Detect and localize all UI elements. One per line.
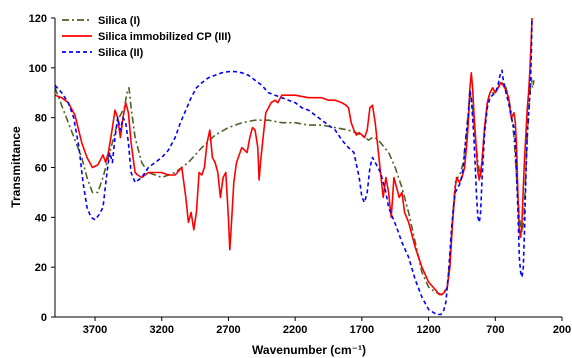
y-axis-label: Transmittance — [9, 126, 23, 208]
x-axis-label: Wavenumber (cm⁻¹) — [252, 343, 366, 357]
legend-label: Silica immobilized CP (III) — [98, 31, 231, 43]
y-tick-label: 0 — [41, 312, 47, 324]
y-tick-label: 40 — [35, 212, 47, 224]
y-tick-label: 20 — [35, 262, 47, 274]
series-line-3 — [55, 17, 533, 316]
legend-label: Silica (II) — [98, 47, 144, 59]
x-tick-label: 1700 — [350, 324, 374, 336]
x-tick-label: 1200 — [416, 324, 440, 336]
x-tick-label: 2700 — [216, 324, 240, 336]
x-tick-label: 2200 — [283, 324, 307, 336]
plot-area — [55, 17, 535, 316]
y-tick-label: 80 — [35, 113, 47, 125]
legend: Silica (I) Silica immobilized CP (III) Sil… — [62, 15, 231, 59]
y-tick-label: 60 — [35, 163, 47, 175]
series-line-1 — [55, 77, 535, 296]
legend-label: Silica (I) — [98, 15, 141, 27]
x-tick-label: 3700 — [83, 324, 107, 336]
x-tick-label: 3200 — [149, 324, 173, 336]
y-tick-label: 120 — [29, 13, 47, 25]
y-tick-label: 100 — [29, 63, 47, 75]
x-tick-label: 700 — [486, 324, 504, 336]
x-tick-label: 200 — [553, 324, 571, 336]
series-line-2 — [55, 17, 533, 296]
ticks: 0 20 40 60 80 100 120 3700 3200 2700 2200 1700 1200 7… — [29, 13, 572, 336]
